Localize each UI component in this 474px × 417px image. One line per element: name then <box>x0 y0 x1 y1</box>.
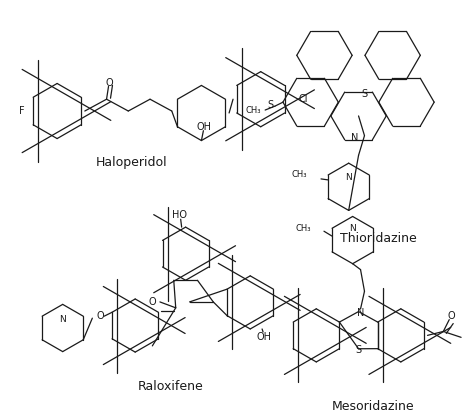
Text: Cl: Cl <box>298 94 308 104</box>
Text: O: O <box>148 297 156 307</box>
Text: S: S <box>362 89 367 99</box>
Text: S: S <box>356 345 362 355</box>
Text: Raloxifene: Raloxifene <box>138 380 204 393</box>
Text: HO: HO <box>172 210 187 220</box>
Text: Mesoridazine: Mesoridazine <box>332 400 415 413</box>
Text: Thioridazine: Thioridazine <box>340 232 417 246</box>
Text: CH₃: CH₃ <box>292 171 307 179</box>
Text: N: N <box>349 224 356 233</box>
Text: N: N <box>357 308 364 318</box>
Text: O: O <box>106 78 113 88</box>
Text: OH: OH <box>256 332 272 342</box>
Text: CH₃: CH₃ <box>246 106 261 115</box>
Text: S: S <box>267 100 273 110</box>
Text: N: N <box>59 315 66 324</box>
Text: N: N <box>345 173 352 182</box>
Text: OH: OH <box>197 122 212 132</box>
Text: O: O <box>96 311 104 321</box>
Text: CH₃: CH₃ <box>296 224 311 233</box>
Text: Haloperidol: Haloperidol <box>95 156 167 169</box>
Text: F: F <box>19 106 24 116</box>
Text: O: O <box>447 311 455 321</box>
Text: N: N <box>351 133 358 143</box>
